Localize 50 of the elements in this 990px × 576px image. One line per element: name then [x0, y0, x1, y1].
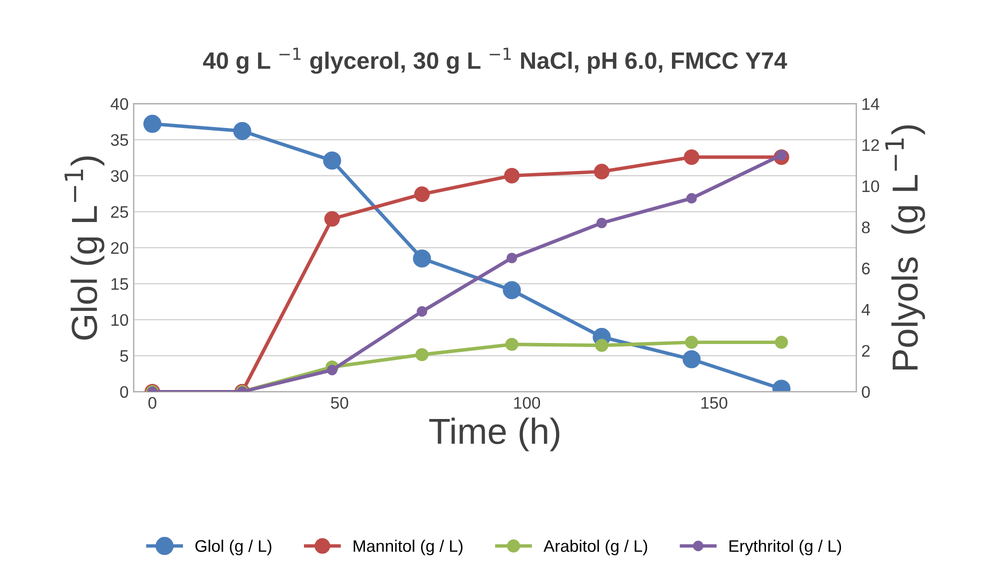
point	[415, 348, 429, 362]
x-tick-label: 0	[148, 396, 156, 409]
point	[596, 218, 607, 228]
y2-tick-label: 0	[862, 386, 870, 398]
y2-tick-label: 14	[862, 98, 880, 110]
point	[414, 186, 430, 202]
point	[685, 336, 698, 349]
y-tick-label: 5	[120, 350, 128, 362]
y2-tick-label: 2	[862, 344, 870, 357]
y-tick-label: 35	[110, 134, 128, 146]
point	[774, 336, 788, 349]
point	[505, 338, 518, 351]
y-tick-label: 15	[112, 278, 128, 290]
point	[323, 152, 342, 170]
x-tick-label: 100	[514, 396, 540, 409]
point	[595, 338, 608, 352]
point	[682, 350, 701, 368]
x-tick-label: 150	[701, 396, 728, 409]
y2-tick-label: 8	[862, 222, 870, 234]
legend-label: Erythritol (g / L)	[730, 540, 842, 556]
x-tick-label: 50	[331, 396, 348, 409]
y-tick-label: 25	[111, 206, 128, 218]
point	[506, 252, 518, 264]
y2-tick-label: 4	[862, 304, 870, 316]
point	[686, 193, 697, 204]
y-tick-label: 20	[111, 242, 128, 254]
legend-label: Glol (g / L)	[195, 540, 272, 556]
y2-tick-label: 6	[862, 262, 870, 274]
point	[143, 114, 162, 133]
point	[416, 306, 428, 317]
point	[324, 211, 340, 227]
chart-title: 40 g L $^{−1}$ glycerol, 30 g L $^{−1}$ NaCl, pH 6.0, FMCC Y74	[203, 48, 788, 74]
y2-tick-label: 10	[862, 180, 880, 192]
legend-label: Mannitol (g / L)	[354, 540, 462, 556]
y2-axis-title: Polyols (g L$^{−1}$)	[885, 125, 926, 370]
y2-tick-label: 12	[862, 139, 879, 151]
x-axis-title: Time (h)	[429, 418, 560, 452]
point	[502, 281, 521, 300]
point	[594, 164, 610, 180]
point	[412, 249, 432, 268]
point	[684, 149, 700, 165]
y-tick-label: 10	[112, 314, 128, 326]
point	[504, 168, 520, 184]
legend-label: Arabitol (g / L)	[544, 540, 648, 556]
point	[326, 364, 338, 376]
y-axis-title: Glol (g L$^{−1}$)	[64, 156, 104, 340]
point	[233, 122, 252, 140]
y-tick-label: 40	[110, 98, 128, 110]
y-tick-label: 30	[110, 170, 128, 182]
y-tick-label: 0	[120, 386, 128, 398]
